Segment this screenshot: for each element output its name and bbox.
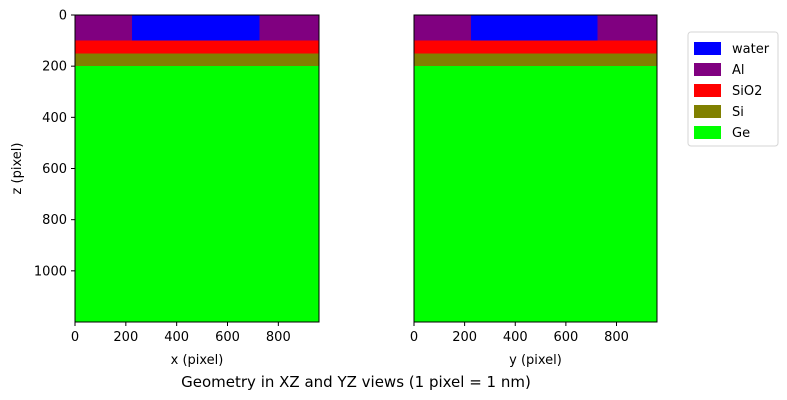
panel-2: 0 200 400 600 800 y (pixel) — [410, 14, 658, 368]
x-axis-label: x (pixel) — [171, 353, 224, 368]
x-tick-label: 600 — [215, 330, 240, 345]
legend-swatch-water — [694, 42, 721, 55]
region-si — [75, 53, 319, 67]
x-tick-label: 800 — [266, 330, 291, 345]
y-tick-label: 1000 — [34, 264, 67, 279]
y-tick-label: 800 — [42, 213, 67, 228]
region-ge — [414, 66, 657, 323]
legend-label-al: Al — [732, 63, 745, 78]
figure-suptitle: Geometry in XZ and YZ views (1 pixel = 1… — [181, 373, 531, 391]
legend-label-ge: Ge — [732, 126, 750, 141]
legend: water Al SiO2 Si Ge — [687, 31, 779, 147]
y-tick-label: 0 — [59, 9, 67, 24]
x-tick-label: 400 — [503, 330, 528, 345]
legend-label-water: water — [732, 42, 770, 57]
legend-swatch-al — [694, 63, 721, 76]
region-water — [132, 15, 260, 41]
region-sio2 — [75, 40, 319, 54]
legend-label-sio2: SiO2 — [732, 84, 762, 99]
y-tick-label: 200 — [42, 60, 67, 75]
region-si — [414, 53, 657, 67]
y-tick-label: 400 — [42, 111, 67, 126]
axes-frame — [413, 14, 658, 323]
panel-1: 0 200 400 600 800 0 200 400 600 800 1000 x (pixel) z… — [10, 9, 320, 368]
x-tick-label: 0 — [410, 330, 418, 345]
region-ge — [75, 66, 319, 323]
legend-label-si: Si — [732, 105, 744, 120]
region-water — [470, 15, 598, 41]
legend-swatch-ge — [694, 126, 721, 139]
legend-swatch-sio2 — [694, 84, 721, 97]
region-sio2 — [414, 40, 657, 54]
x-tick-label: 600 — [553, 330, 578, 345]
y-tick-label: 600 — [42, 162, 67, 177]
x-tick-label: 200 — [113, 330, 138, 345]
y-axis-label: z (pixel) — [10, 143, 25, 195]
panels: 0 200 400 600 800 0 200 400 600 800 1000 x (pixel) z… — [10, 9, 658, 368]
x-tick-label: 800 — [604, 330, 629, 345]
x-tick-label: 400 — [164, 330, 189, 345]
x-tick-label: 0 — [71, 330, 79, 345]
x-axis-label: y (pixel) — [509, 353, 562, 368]
x-tick-label: 200 — [452, 330, 477, 345]
legend-swatch-si — [694, 105, 721, 118]
